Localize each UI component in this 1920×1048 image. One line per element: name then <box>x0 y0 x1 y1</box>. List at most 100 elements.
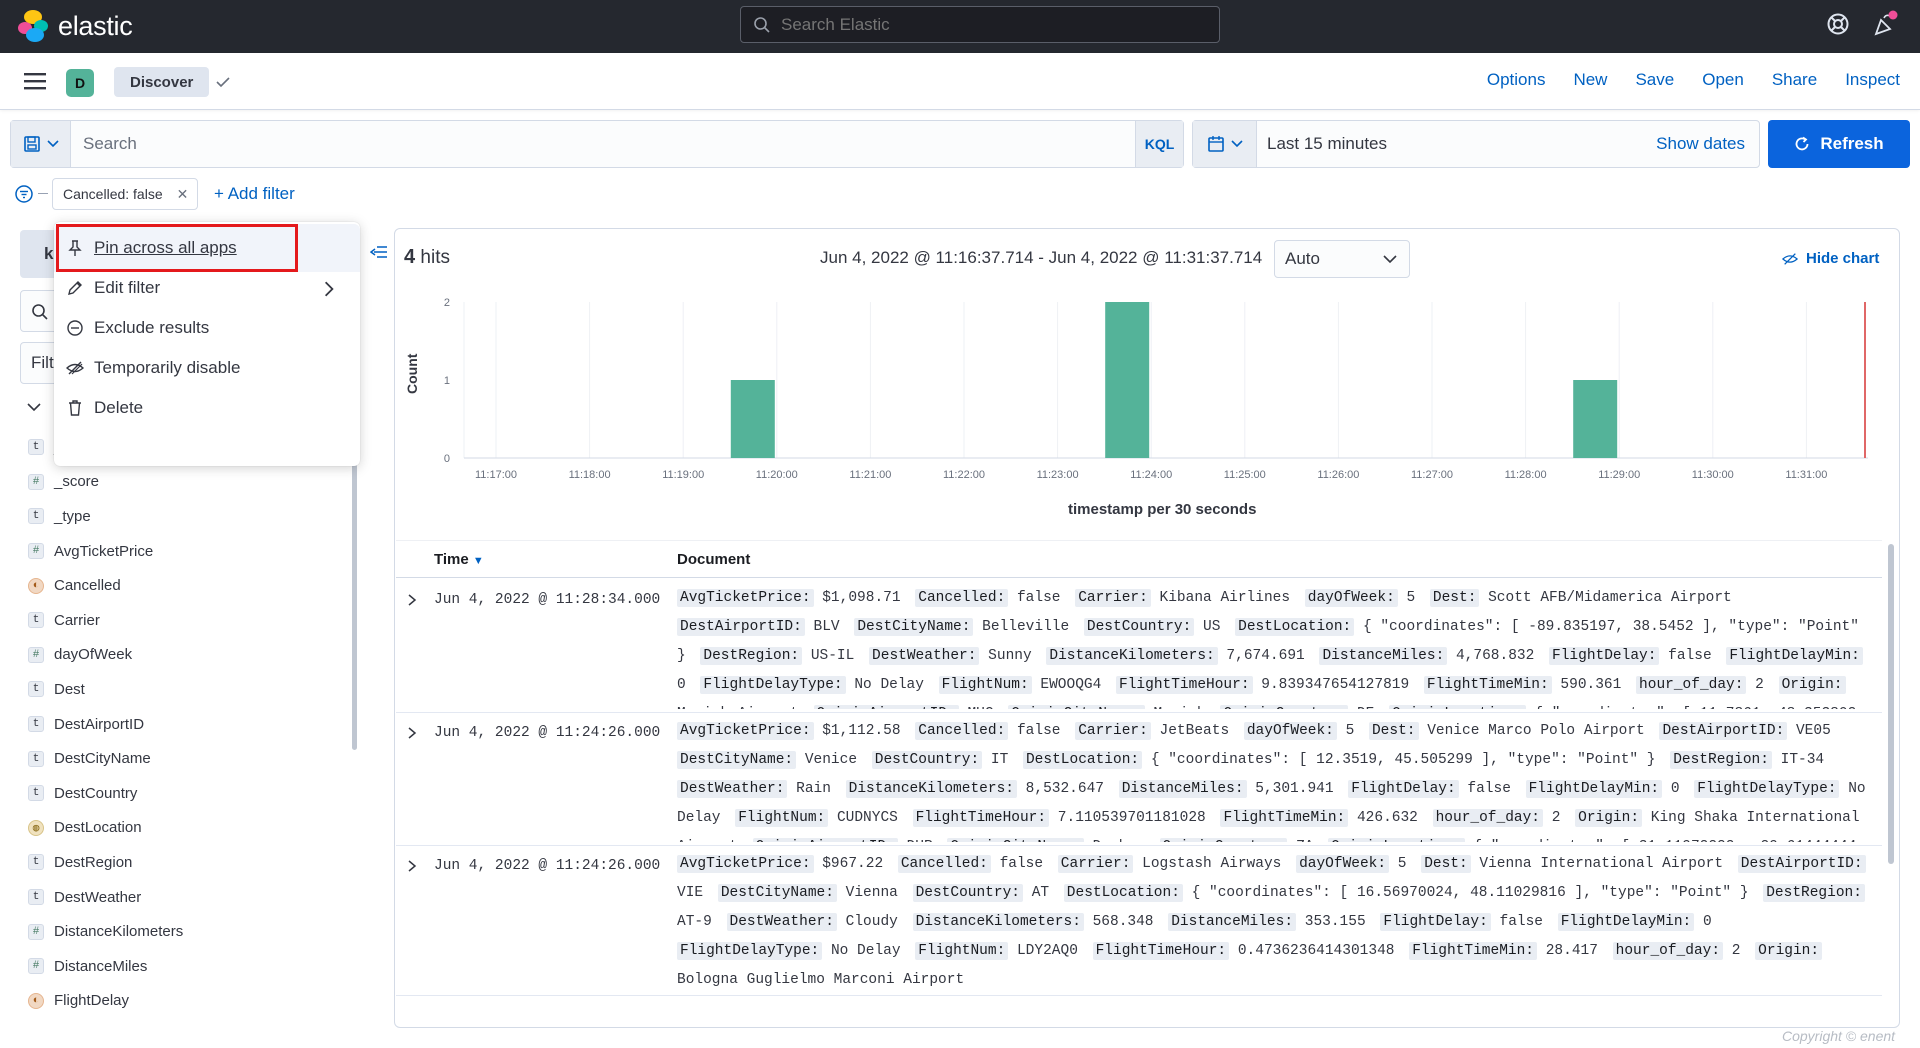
field-item[interactable]: t _type <box>28 499 183 534</box>
field-key: AvgTicketPrice: <box>677 589 814 607</box>
field-value: BLV <box>813 619 840 635</box>
exclude-results-item[interactable]: Exclude results <box>54 304 360 352</box>
share-link[interactable]: Share <box>1771 70 1818 89</box>
menu-icon[interactable] <box>24 72 46 90</box>
close-icon[interactable]: ✕ <box>176 185 189 202</box>
field-item[interactable]: t DestAirportID <box>28 707 183 742</box>
field-item[interactable]: # AvgTicketPrice <box>28 534 183 569</box>
field-value: 0 <box>1702 914 1712 930</box>
field-key: FlightTimeHour: <box>1092 942 1230 960</box>
sidebar-scrollbar[interactable] <box>352 430 357 750</box>
quick-select-button[interactable] <box>1193 121 1257 167</box>
field-item[interactable]: t DestCountry <box>28 776 183 811</box>
time-column-label: Time <box>434 551 469 568</box>
filter-pill-cancelled[interactable]: Cancelled: false ✕ <box>52 178 198 210</box>
field-value: { "coordinates": [ 31.11972222, -29.6144… <box>677 839 1856 842</box>
field-name: dayOfWeek <box>54 646 133 664</box>
open-link[interactable]: Open <box>1702 70 1744 89</box>
row-document: AvgTicketPrice: $967.22 Cancelled: false… <box>677 850 1867 992</box>
sort-desc-icon[interactable]: ▼ <box>472 555 484 567</box>
histogram-chart: 0 1 2 11:17:00 11:18:00 11:19:00 11:20:00 11:21… <box>444 297 1868 481</box>
field-item[interactable]: t DestWeather <box>28 880 183 915</box>
document-field: Origin: Bologna Guglielmo Marconi Airpor… <box>677 942 1823 988</box>
refresh-button[interactable]: Refresh <box>1768 120 1910 168</box>
document-field: FlightDelayMin: 0 <box>1557 913 1712 931</box>
elastic-logo[interactable]: elastic <box>18 10 133 42</box>
field-value: Venice <box>804 752 858 768</box>
help-icon[interactable] <box>1826 12 1850 36</box>
field-list: t_index#_scoret_type#AvgTicketPrice◐Canc… <box>28 430 183 1018</box>
field-value: Rain <box>796 781 831 797</box>
field-value: false <box>999 856 1044 872</box>
field-item[interactable]: ◐ Cancelled <box>28 568 183 603</box>
saved-query-button[interactable] <box>11 121 71 167</box>
document-field: DestRegion: US-IL <box>700 647 855 665</box>
show-dates-link[interactable]: Show dates <box>1656 134 1745 153</box>
hits-count: 4 hits <box>404 246 450 269</box>
field-item[interactable]: t Dest <box>28 672 183 707</box>
new-link[interactable]: New <box>1573 70 1608 89</box>
field-value: 7.110539701181028 <box>1057 810 1206 826</box>
time-column-header[interactable]: Time ▼ <box>434 551 484 568</box>
field-item[interactable]: t DestRegion <box>28 845 183 880</box>
pin-across-apps-item[interactable]: Pin across all apps <box>54 224 360 272</box>
edit-filter-item[interactable]: Edit filter <box>54 264 360 312</box>
field-value: Munich Airport <box>677 706 799 709</box>
eye-closed-icon <box>66 361 84 375</box>
field-value: 568.348 <box>1092 914 1154 930</box>
table-scrollbar[interactable] <box>1888 544 1894 864</box>
field-key: DistanceMiles: <box>1168 913 1297 931</box>
document-field: hour_of_day: 2 <box>1432 809 1560 827</box>
chevron-down-icon[interactable] <box>26 402 42 414</box>
query-input[interactable] <box>71 121 1135 167</box>
field-item[interactable]: # dayOfWeek <box>28 638 183 673</box>
expand-row-icon[interactable] <box>406 594 418 606</box>
time-range-value[interactable]: Last 15 minutes <box>1267 134 1388 153</box>
x-tick-label: 11:20:00 <box>756 469 798 481</box>
expand-row-icon[interactable] <box>406 860 418 872</box>
field-item[interactable]: # _score <box>28 465 183 500</box>
row-timestamp: Jun 4, 2022 @ 11:28:34.000 <box>434 592 661 608</box>
exclude-results-label: Exclude results <box>94 318 210 337</box>
document-field: DestCityName: Belleville <box>854 618 1069 636</box>
field-item[interactable]: ◐ FlightDelay <box>28 984 183 1019</box>
delete-item[interactable]: Delete <box>54 384 360 432</box>
query-language-button[interactable]: KQL <box>1135 121 1183 167</box>
document-field: FlightDelayMin: 0 <box>677 647 1863 693</box>
global-search-input[interactable] <box>781 14 1201 35</box>
document-field: FlightTimeMin: 590.361 <box>1423 676 1621 694</box>
add-filter-link[interactable]: + Add filter <box>214 184 295 203</box>
field-type-icon: t <box>28 508 44 525</box>
field-item[interactable]: # DistanceMiles <box>28 949 183 984</box>
field-key: DestRegion: <box>1670 751 1772 769</box>
field-key: DistanceMiles: <box>1118 780 1247 798</box>
collapse-sidebar-icon[interactable] <box>370 244 388 260</box>
news-feed-icon[interactable] <box>1872 10 1898 38</box>
field-value: US-IL <box>810 648 855 664</box>
field-key: FlightDelay: <box>1549 647 1660 665</box>
expand-row-icon[interactable] <box>406 727 418 739</box>
breadcrumb-discover[interactable]: Discover <box>114 67 210 97</box>
global-search[interactable] <box>740 6 1220 43</box>
space-avatar[interactable]: D <box>66 69 94 97</box>
histogram-bar <box>1573 380 1618 458</box>
document-field: FlightDelayType: No Delay <box>700 676 924 694</box>
options-link[interactable]: Options <box>1486 70 1546 89</box>
field-key: DestWeather: <box>677 780 788 798</box>
inspect-link[interactable]: Inspect <box>1845 70 1900 89</box>
hide-chart-button[interactable]: Hide chart <box>1782 250 1879 267</box>
field-value: false <box>1467 781 1511 797</box>
field-item[interactable]: # DistanceKilometers <box>28 914 183 949</box>
field-key: DestAirportID: <box>1659 722 1788 740</box>
field-key: FlightDelayType: <box>1694 780 1840 798</box>
top-header: elastic <box>0 0 1920 53</box>
save-link[interactable]: Save <box>1635 70 1675 89</box>
interval-select[interactable]: Auto <box>1274 240 1410 278</box>
field-item[interactable]: t Carrier <box>28 603 183 638</box>
field-item[interactable]: t DestCityName <box>28 741 183 776</box>
x-tick-label: 11:23:00 <box>1037 469 1079 481</box>
temporarily-disable-item[interactable]: Temporarily disable <box>54 344 360 392</box>
filter-options-icon[interactable] <box>14 184 34 204</box>
field-item[interactable]: ◍ DestLocation <box>28 811 183 846</box>
field-value: No Delay <box>830 943 901 959</box>
